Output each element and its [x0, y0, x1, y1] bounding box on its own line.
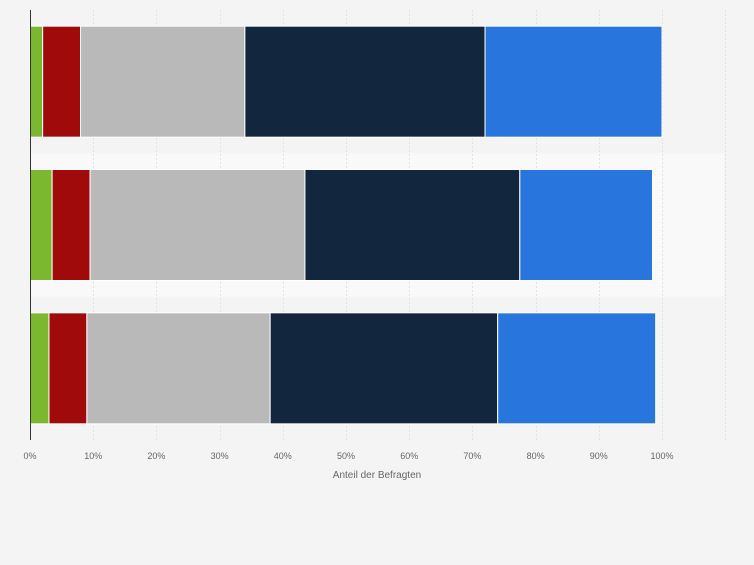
x-tick-label-0%: 0% — [23, 451, 36, 461]
x-tick-label-50%: 50% — [337, 451, 355, 461]
bar-segment-row3-series5 — [497, 312, 657, 425]
x-tick-labels: 0% 10% 20% 30% 40% 50% 60% 70% 80% 90% 100% — [23, 451, 673, 461]
x-tick-label-10%: 10% — [84, 451, 102, 461]
bar-segments — [29, 25, 663, 425]
bar-segment-row1-series4 — [244, 25, 486, 138]
bar-segment-row2-series3 — [89, 169, 306, 281]
x-tick-label-80%: 80% — [527, 451, 545, 461]
x-tick-label-100%: 100% — [650, 451, 673, 461]
bar-segment-row1-series3 — [80, 25, 246, 138]
bar-segment-row2-series4 — [304, 169, 521, 281]
bar-segment-row3-series1 — [29, 312, 50, 425]
x-axis-label: Anteil der Befragten — [333, 470, 421, 481]
x-tick-label-70%: 70% — [463, 451, 481, 461]
bar-segment-row3-series4 — [269, 312, 499, 425]
bar-segment-row2-series2 — [51, 169, 91, 281]
x-tick-label-20%: 20% — [147, 451, 165, 461]
x-tick-label-60%: 60% — [400, 451, 418, 461]
bar-segment-row1-series5 — [484, 25, 663, 138]
x-tick-label-40%: 40% — [274, 451, 292, 461]
bar-segment-row1-series1 — [29, 25, 44, 138]
bar-segment-row2-series5 — [519, 169, 654, 281]
x-tick-label-90%: 90% — [590, 451, 608, 461]
bar-segment-row3-series3 — [86, 312, 271, 425]
bar-segment-row3-series2 — [48, 312, 88, 425]
x-tick-label-30%: 30% — [211, 451, 229, 461]
bar-segment-row2-series1 — [29, 169, 53, 281]
bar-segment-row1-series2 — [42, 25, 82, 138]
